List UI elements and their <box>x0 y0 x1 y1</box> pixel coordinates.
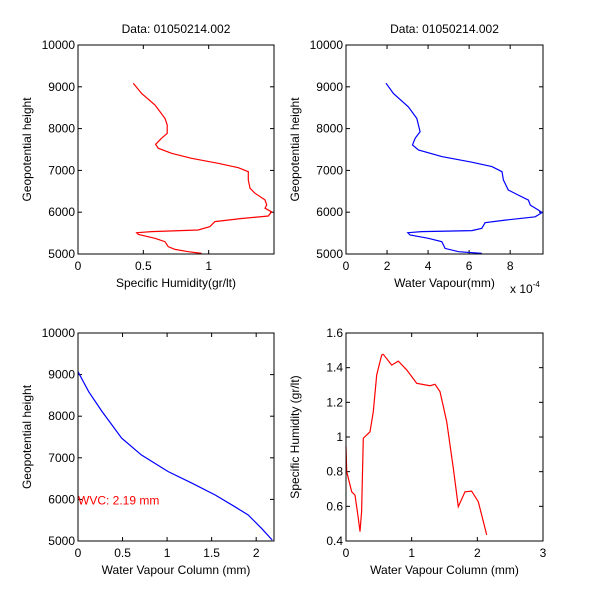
x-tick-label: 0 <box>343 259 350 273</box>
y-tick-label: 6000 <box>48 492 75 506</box>
y-axis-label: Geopotential height <box>288 97 302 202</box>
y-axis-label: Geopotential height <box>20 97 34 202</box>
y-tick-label: 7000 <box>48 163 75 177</box>
y-tick-label: 1.2 <box>326 395 343 409</box>
y-tick-label: 9000 <box>48 80 75 94</box>
x-tick-label: 2 <box>474 546 481 560</box>
x-axis-label: Water Vapour(mm) <box>394 276 495 290</box>
x-tick-label: 1.5 <box>203 546 220 560</box>
x-tick-label: 1 <box>408 546 415 560</box>
subplot-humidity-vs-column: Water Vapour Column (mm) Specific Humidi… <box>288 326 547 577</box>
y-axis-label: Specific Humidity (gr/lt) <box>288 375 302 498</box>
series-line <box>385 82 544 254</box>
x-axis-label: Water Vapour Column (mm) <box>102 563 251 577</box>
series-line <box>77 371 273 541</box>
axes-frame <box>77 44 275 255</box>
x-tick-label: 8 <box>507 259 514 273</box>
y-tick-label: 5000 <box>48 534 75 548</box>
x-axis-multiplier-exponent: -4 <box>533 280 541 289</box>
y-tick-label: 1.4 <box>326 361 343 375</box>
subplot-column-vs-height: Water Vapour Column (mm) Geopotential he… <box>20 326 275 577</box>
y-tick-label: 10000 <box>42 38 76 52</box>
x-tick-label: 0.5 <box>135 259 152 273</box>
x-axis-label: Specific Humidity(gr/lt) <box>116 276 236 290</box>
series <box>345 353 488 536</box>
x-tick-label: 1 <box>164 546 171 560</box>
y-axis-label: Geopotential height <box>20 384 34 489</box>
subplot-title: Data: 01050214.002 <box>390 22 499 36</box>
x-axis-multiplier-base: x 10 <box>510 282 533 296</box>
ticks: 0 0.5 1 1.5 2 5000 6000 7000 8000 9000 10000 <box>42 326 274 560</box>
y-tick-label: 0.6 <box>326 499 343 513</box>
x-tick-label: 0 <box>75 259 82 273</box>
y-tick-label: 8000 <box>48 122 75 136</box>
axes-frame <box>345 44 544 255</box>
y-tick-label: 10000 <box>42 326 76 340</box>
x-tick-label: 0 <box>75 546 82 560</box>
series-line <box>132 82 273 254</box>
y-tick-label: 5000 <box>48 247 75 261</box>
y-tick-label: 6000 <box>316 205 343 219</box>
y-tick-label: 0.4 <box>326 534 343 548</box>
x-tick-label: 0.5 <box>114 546 131 560</box>
y-tick-label: 5000 <box>316 247 343 261</box>
subplot-title: Data: 01050214.002 <box>122 22 231 36</box>
x-tick-label: 6 <box>466 259 473 273</box>
ticks: 0 2 4 6 8 5000 6000 7000 8000 9000 10000 <box>310 38 543 273</box>
y-tick-label: 7000 <box>316 163 343 177</box>
x-axis-multiplier: x 10-4 <box>510 280 540 296</box>
y-tick-label: 1 <box>336 430 343 444</box>
series-line <box>345 353 488 536</box>
y-tick-label: 6000 <box>48 205 75 219</box>
subplot-specific-humidity-vs-height: Data: 01050214.002 Specific Humidity(gr/… <box>20 22 275 290</box>
series <box>77 371 273 541</box>
x-tick-label: 3 <box>540 546 547 560</box>
x-axis-label: Water Vapour Column (mm) <box>370 563 519 577</box>
y-tick-label: 10000 <box>310 38 344 52</box>
wvc-annotation: WVC: 2.19 mm <box>78 493 159 507</box>
axes-frame <box>345 332 544 542</box>
y-tick-label: 7000 <box>48 451 75 465</box>
y-tick-label: 1.6 <box>326 326 343 340</box>
subplot-water-vapour-vs-height: Data: 01050214.002 Water Vapour(mm) Geop… <box>288 22 544 296</box>
y-tick-label: 9000 <box>48 368 75 382</box>
y-tick-label: 0.8 <box>326 465 343 479</box>
series <box>132 82 273 254</box>
x-tick-label: 0 <box>343 546 350 560</box>
x-tick-label: 1 <box>205 259 212 273</box>
x-tick-label: 4 <box>425 259 432 273</box>
y-tick-label: 8000 <box>316 122 343 136</box>
series <box>385 82 544 254</box>
x-tick-label: 2 <box>253 546 260 560</box>
y-tick-label: 9000 <box>316 80 343 94</box>
x-tick-label: 2 <box>384 259 391 273</box>
ticks: 0 0.5 1 5000 6000 7000 8000 9000 10000 <box>42 38 274 273</box>
axes-frame <box>77 332 275 542</box>
y-tick-label: 8000 <box>48 409 75 423</box>
